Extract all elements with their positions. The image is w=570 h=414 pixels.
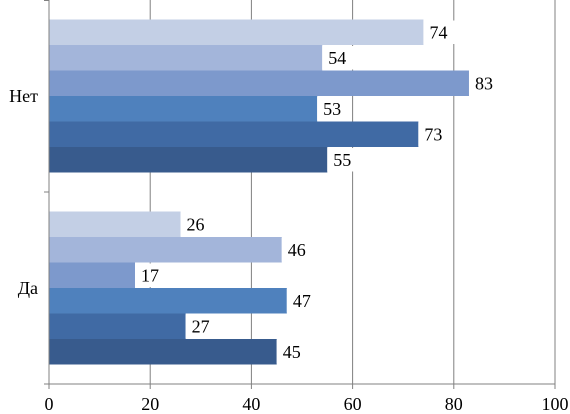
bar	[49, 263, 135, 289]
data-label: 53	[323, 99, 341, 119]
bar	[49, 20, 423, 46]
x-tick-label: 80	[445, 394, 463, 414]
bar	[49, 147, 327, 173]
data-label: 26	[187, 214, 205, 234]
category-label: Нет	[9, 86, 38, 106]
x-tick-label: 0	[45, 394, 54, 414]
bar	[49, 122, 418, 148]
bar	[49, 314, 186, 340]
bar	[49, 96, 317, 122]
data-label: 47	[293, 291, 311, 311]
bar	[49, 45, 322, 71]
bar	[49, 71, 469, 97]
x-tick-label: 100	[542, 394, 569, 414]
category-labels: Нет Да	[9, 86, 38, 298]
bar	[49, 237, 282, 263]
bars	[49, 20, 469, 365]
bar	[49, 339, 277, 365]
data-label: 45	[283, 342, 301, 362]
data-label: 46	[288, 240, 306, 260]
data-label: 73	[424, 124, 442, 144]
x-tick-labels: 0 20 40 60 80 100	[45, 394, 569, 414]
data-label: 17	[141, 265, 159, 285]
data-label: 83	[475, 73, 493, 93]
data-label: 55	[333, 150, 351, 170]
data-label: 54	[328, 48, 346, 68]
data-label: 27	[192, 316, 210, 336]
data-label: 74	[429, 22, 447, 42]
x-tick-label: 40	[242, 394, 260, 414]
category-label: Да	[18, 278, 38, 298]
bar	[49, 212, 181, 238]
x-tick-label: 20	[141, 394, 159, 414]
x-tick-label: 60	[344, 394, 362, 414]
bar	[49, 288, 287, 314]
